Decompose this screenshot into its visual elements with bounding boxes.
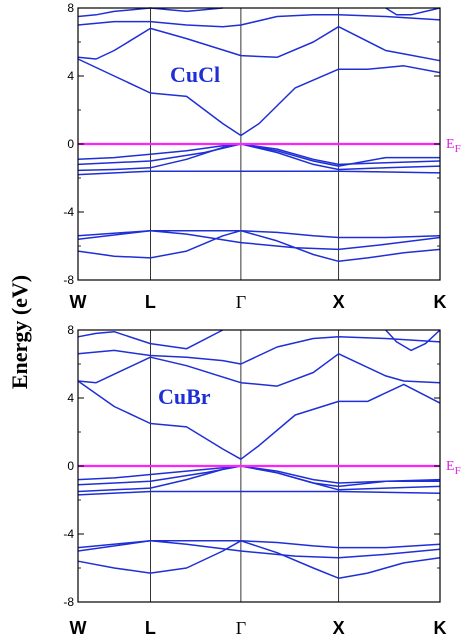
band-line <box>77 540 441 579</box>
y-tick-label: 8 <box>67 1 74 15</box>
material-label: CuBr <box>158 384 211 409</box>
y-tick-label: 0 <box>67 137 74 151</box>
band-line <box>77 329 224 350</box>
band-line <box>77 229 441 239</box>
band-line <box>77 14 441 28</box>
band-line <box>77 229 441 251</box>
band-line <box>77 490 441 496</box>
kpoint-label: X <box>333 618 345 638</box>
material-label: CuCl <box>170 62 220 87</box>
kpoint-label: Γ <box>236 292 246 312</box>
kpoint-label: L <box>145 618 156 638</box>
y-tick-label: 4 <box>67 391 74 405</box>
kpoint-label: Γ <box>236 618 246 638</box>
fermi-level-label: EF <box>446 137 461 155</box>
band-line <box>77 465 440 488</box>
kpoint-label: X <box>333 292 345 312</box>
band-line <box>77 336 441 365</box>
band-line <box>77 143 440 167</box>
band-line <box>77 380 441 460</box>
y-tick-label: -8 <box>63 273 74 287</box>
fermi-level-label: EF <box>446 459 461 477</box>
band-line <box>77 25 441 62</box>
band-line <box>77 58 441 137</box>
y-tick-label: 0 <box>67 459 74 473</box>
kpoint-label: K <box>434 292 447 312</box>
band-line <box>385 329 441 352</box>
band-line <box>77 353 441 387</box>
band-line <box>385 7 441 16</box>
band-line <box>77 229 441 263</box>
band-line <box>77 170 441 176</box>
kpoint-label: W <box>70 618 87 638</box>
y-tick-label: 4 <box>67 69 74 83</box>
y-axis-label: Energy (eV) <box>7 275 32 389</box>
kpoint-label: W <box>70 292 87 312</box>
band-line <box>77 540 441 559</box>
y-tick-label: -4 <box>63 205 74 219</box>
kpoint-label: L <box>145 292 156 312</box>
y-tick-label: -8 <box>63 595 74 609</box>
y-tick-label: -4 <box>63 527 74 541</box>
band-line <box>77 7 223 18</box>
band-line <box>77 540 441 549</box>
kpoint-label: K <box>434 618 447 638</box>
y-tick-label: 8 <box>67 323 74 337</box>
band-line <box>77 465 441 484</box>
